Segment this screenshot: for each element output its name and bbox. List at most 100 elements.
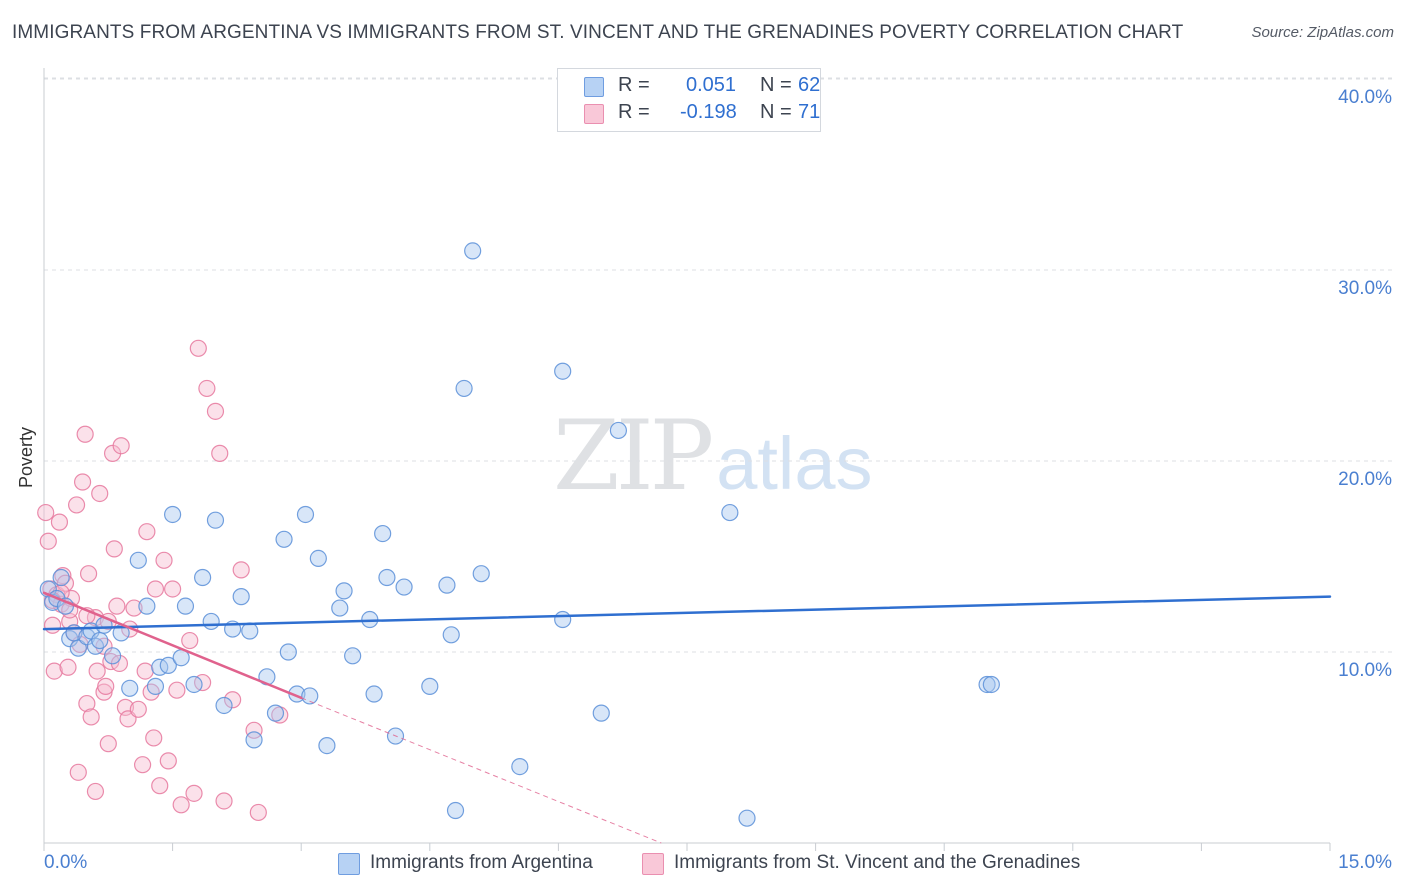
data-point-pink — [43, 616, 62, 634]
data-point-blue — [121, 679, 139, 697]
data-point-pink — [249, 803, 267, 822]
data-point-pink — [198, 379, 216, 398]
series-stvincent-points — [37, 339, 289, 822]
chart-source: Source: ZipAtlas.com — [1251, 24, 1394, 41]
data-point-blue — [164, 505, 182, 524]
data-point-blue — [318, 736, 336, 755]
data-point-pink — [59, 658, 77, 676]
data-point-blue — [69, 639, 87, 657]
data-point-pink — [108, 597, 126, 615]
data-point-pink — [211, 444, 229, 462]
data-point-blue — [554, 610, 572, 629]
data-point-blue — [91, 631, 109, 650]
x-tick-label-max: 15.0% — [1338, 852, 1392, 873]
data-point-blue — [241, 622, 259, 640]
data-point-blue — [215, 696, 233, 715]
data-point-blue — [472, 565, 490, 583]
data-point-pink — [82, 708, 100, 726]
data-point-blue — [446, 801, 465, 820]
legend-n-value: 71 — [798, 101, 821, 123]
x-tick-marks — [43, 843, 1331, 851]
trend-line-pink — [42, 591, 303, 700]
data-point-pink — [181, 631, 199, 650]
data-point-blue — [438, 576, 456, 594]
data-point-pink — [138, 523, 156, 541]
bottom-legend-swatch-blue — [338, 853, 360, 875]
data-point-pink — [97, 677, 115, 695]
data-point-blue — [129, 551, 147, 569]
data-point-pink — [133, 756, 152, 774]
legend-r-label: R = — [618, 74, 650, 96]
data-point-pink — [232, 561, 250, 579]
data-point-pink — [168, 681, 186, 699]
data-point-blue — [554, 362, 572, 380]
data-point-pink — [45, 662, 63, 680]
watermark-zip: ZIP — [553, 400, 714, 512]
data-point-blue — [232, 588, 250, 606]
bottom-legend-label-stvincent: Immigrants from St. Vincent and the Gren… — [674, 852, 1081, 873]
data-point-blue — [194, 568, 212, 587]
data-point-blue — [344, 647, 362, 665]
data-point-blue — [592, 704, 610, 722]
data-point-blue — [301, 687, 319, 705]
data-point-blue — [309, 549, 327, 568]
data-point-pink — [67, 496, 86, 514]
data-point-pink — [39, 532, 57, 550]
data-point-pink — [78, 694, 96, 713]
data-point-blue — [395, 578, 413, 596]
data-point-blue — [176, 597, 195, 615]
legend-n-label: N = — [760, 74, 792, 96]
data-point-blue — [52, 568, 70, 587]
watermark-atlas: atlas — [716, 422, 873, 505]
y-tick-label-10: 10.0% — [1338, 660, 1392, 681]
data-point-blue — [279, 643, 297, 661]
data-point-pink — [125, 599, 143, 617]
x-tick-label-min: 0.0% — [44, 852, 88, 873]
y-axis-title: Poverty — [16, 426, 36, 488]
data-point-blue — [275, 530, 293, 548]
data-point-blue — [442, 626, 460, 644]
data-point-blue — [609, 421, 628, 440]
trend-lines — [42, 591, 1332, 844]
bottom-legend-swatch-pink — [642, 853, 664, 875]
y-tick-label-30: 30.0% — [1338, 278, 1392, 299]
data-point-pink — [164, 580, 182, 598]
data-point-pink — [73, 473, 92, 491]
data-point-blue — [296, 505, 315, 524]
data-point-pink — [112, 437, 130, 455]
data-point-pink — [145, 729, 163, 747]
data-point-blue — [266, 704, 285, 722]
data-point-pink — [215, 792, 233, 810]
data-point-pink — [91, 484, 109, 503]
data-point-blue — [206, 511, 225, 529]
data-point-pink — [37, 503, 55, 522]
data-point-blue — [738, 809, 756, 827]
data-point-blue — [365, 685, 383, 703]
data-point-blue — [978, 675, 996, 694]
legend-r-label: R = — [618, 101, 650, 123]
data-point-blue — [103, 647, 122, 665]
legend-swatch-blue — [584, 77, 604, 97]
data-point-blue — [511, 757, 529, 776]
data-point-pink — [79, 565, 98, 583]
data-point-pink — [224, 691, 242, 709]
data-point-pink — [245, 721, 263, 739]
trend-line-blue — [42, 595, 1332, 631]
data-point-blue — [245, 731, 263, 749]
data-point-blue — [374, 524, 392, 543]
legend-swatch-pink — [584, 104, 604, 124]
correlation-legend: R = 0.051 N = 62 R = -0.198 N = 71 — [557, 68, 821, 132]
legend-r-value: -0.198 — [680, 101, 737, 123]
data-point-blue — [138, 597, 156, 615]
legend-r-value: 0.051 — [686, 74, 737, 96]
data-point-pink — [206, 402, 225, 420]
data-point-blue — [331, 599, 349, 617]
chart-title: IMMIGRANTS FROM ARGENTINA VS IMMIGRANTS … — [12, 22, 1184, 43]
data-point-pink — [88, 662, 106, 680]
data-point-blue — [421, 677, 439, 695]
data-point-blue — [335, 582, 353, 600]
data-point-blue — [202, 612, 220, 631]
data-point-pink — [76, 425, 94, 443]
data-point-blue — [146, 677, 165, 695]
